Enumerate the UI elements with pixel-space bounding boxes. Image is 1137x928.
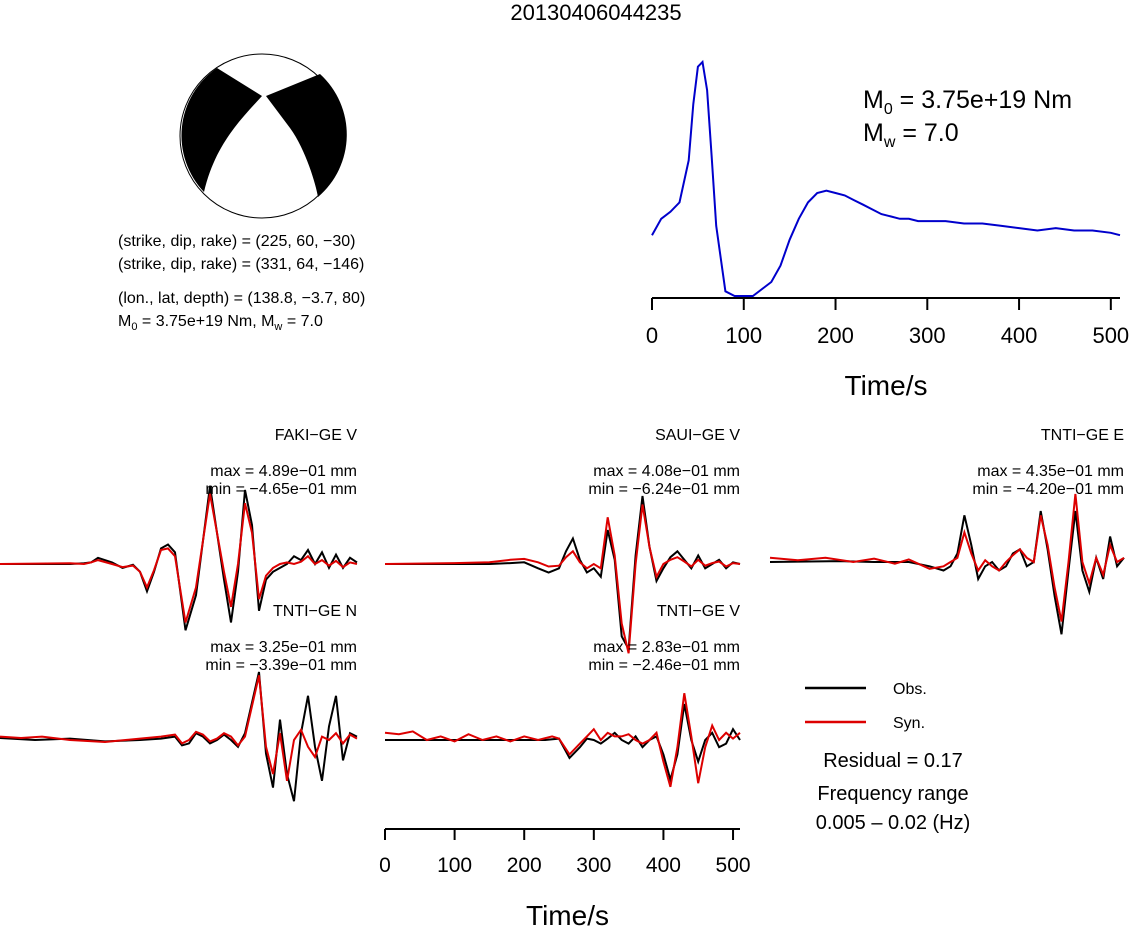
observed-trace	[385, 495, 741, 653]
station-max: max = 4.89e−01 mm	[210, 463, 357, 480]
observed-trace	[385, 703, 741, 784]
stf-x-tick-label: 200	[817, 323, 854, 348]
frequency-range-value: 0.005 – 0.02 (Hz)	[816, 812, 971, 834]
station-name: TNTI−GE V	[657, 603, 740, 620]
waveform-x-tick-label: 200	[507, 854, 542, 877]
synthetic-trace	[0, 493, 358, 623]
waveform-x-tick-label: 0	[379, 854, 391, 877]
waveform-x-tick-label: 100	[437, 854, 472, 877]
station-max: max = 3.25e−01 mm	[210, 639, 357, 656]
location-depth: (lon., lat, depth) = (138.8, −3.7, 80)	[118, 290, 365, 307]
station-max: max = 4.08e−01 mm	[593, 463, 740, 480]
stf-x-axis-label: Time/s	[845, 370, 928, 401]
stf-x-tick-label: 300	[909, 323, 946, 348]
station-min: min = −4.20e−01 mm	[972, 481, 1124, 498]
stf-x-tick-label: 100	[725, 323, 762, 348]
waveform-x-axis-label: Time/s	[526, 900, 609, 928]
stf-curve	[651, 59, 1121, 297]
waveform-x-tick-label: 300	[576, 854, 611, 877]
legend: Obs. Syn. Residual = 0.17 Frequency rang…	[805, 681, 970, 834]
synthetic-trace	[0, 675, 358, 781]
waveform-x-tick-label: 400	[646, 854, 681, 877]
frequency-range-title: Frequency range	[817, 783, 968, 805]
station-max: max = 4.35e−01 mm	[977, 463, 1124, 480]
station-min: min = −4.65e−01 mm	[205, 481, 357, 498]
station-name: SAUI−GE V	[655, 427, 740, 444]
beachball-compressional-quadrant-2	[266, 74, 347, 197]
waveform-x-tick-label: 500	[716, 854, 751, 877]
nodal-plane-2: (strike, dip, rake) = (331, 64, −146)	[118, 256, 364, 273]
legend-syn-label: Syn.	[893, 715, 925, 732]
waveform-time-axis: 0 100 200 300 400 500 Time/s	[379, 828, 751, 928]
station-max: max = 2.83e−01 mm	[593, 639, 740, 656]
synthetic-trace	[384, 504, 741, 654]
moment-magnitude-line: M0 = 3.75e+19 Nm, Mw = 7.0	[118, 313, 323, 333]
station-min: min = −6.24e−01 mm	[588, 481, 740, 498]
nodal-plane-1: (strike, dip, rake) = (225, 60, −30)	[118, 233, 355, 250]
station-min: min = −2.46e−01 mm	[588, 657, 740, 674]
beachball	[179, 53, 347, 219]
synthetic-trace	[384, 693, 741, 788]
stf-mw: Mw = 7.0	[863, 119, 959, 151]
figure-title: 20130406044235	[510, 0, 681, 25]
beachball-compressional-quadrant-1	[181, 68, 262, 192]
source-time-function-plot: 0 100 200 300 400 500 Time/s	[646, 59, 1129, 401]
station-name: TNTI−GE E	[1041, 427, 1124, 444]
stf-annotation: M0 = 3.75e+19 Nm Mw = 7.0	[863, 86, 1072, 151]
stf-x-tick-label: 0	[646, 323, 658, 348]
legend-obs-label: Obs.	[893, 681, 927, 698]
synthetic-trace	[769, 493, 1125, 622]
station-name: FAKI−GE V	[275, 427, 358, 444]
stf-m0: M0 = 3.75e+19 Nm	[863, 86, 1072, 118]
stf-x-tick-label: 400	[1001, 323, 1038, 348]
stf-x-tick-label: 500	[1092, 323, 1129, 348]
station-name: TNTI−GE N	[273, 603, 357, 620]
residual-text: Residual = 0.17	[823, 750, 963, 772]
focal-mechanism-text: (strike, dip, rake) = (225, 60, −30) (st…	[118, 233, 365, 333]
station-min: min = −3.39e−01 mm	[205, 657, 357, 674]
